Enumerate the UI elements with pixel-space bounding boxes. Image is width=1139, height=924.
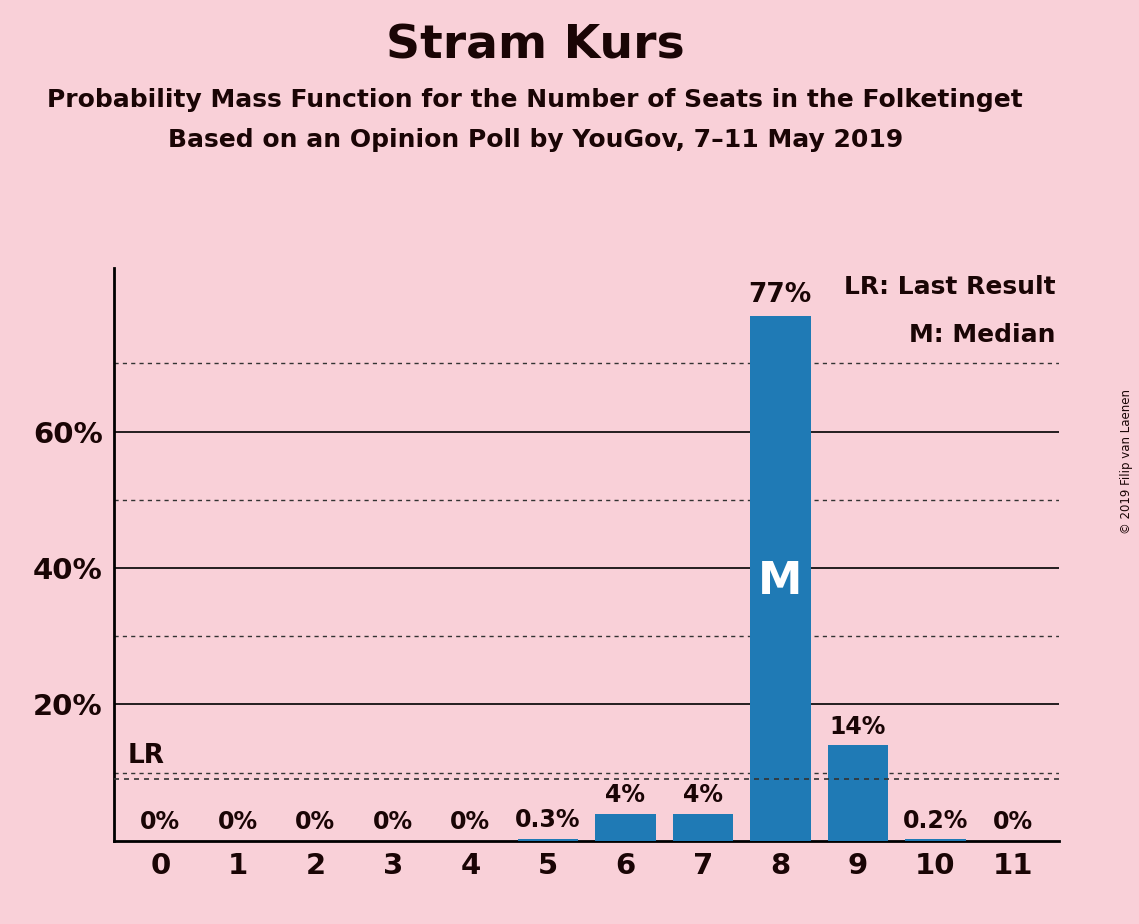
Bar bbox=[906, 840, 966, 841]
Text: 77%: 77% bbox=[748, 282, 812, 308]
Text: M: M bbox=[759, 560, 803, 603]
Bar bbox=[517, 839, 579, 841]
Text: 4%: 4% bbox=[605, 783, 646, 807]
Text: M: Median: M: Median bbox=[909, 322, 1056, 346]
Bar bbox=[595, 813, 656, 841]
Bar bbox=[673, 813, 734, 841]
Text: Probability Mass Function for the Number of Seats in the Folketinget: Probability Mass Function for the Number… bbox=[48, 88, 1023, 112]
Text: © 2019 Filip van Laenen: © 2019 Filip van Laenen bbox=[1121, 390, 1133, 534]
Text: 0%: 0% bbox=[218, 810, 257, 834]
Text: 0%: 0% bbox=[372, 810, 413, 834]
Text: 0%: 0% bbox=[140, 810, 180, 834]
Text: 0.3%: 0.3% bbox=[515, 808, 581, 832]
Text: LR: Last Result: LR: Last Result bbox=[844, 274, 1056, 298]
Text: Stram Kurs: Stram Kurs bbox=[386, 23, 685, 68]
Text: 0%: 0% bbox=[450, 810, 491, 834]
Text: 4%: 4% bbox=[682, 783, 723, 807]
Bar bbox=[828, 746, 888, 841]
Bar bbox=[751, 316, 811, 841]
Text: 14%: 14% bbox=[829, 714, 886, 738]
Text: 0%: 0% bbox=[295, 810, 335, 834]
Text: 0%: 0% bbox=[993, 810, 1033, 834]
Text: LR: LR bbox=[128, 743, 165, 769]
Text: 0.2%: 0.2% bbox=[902, 808, 968, 833]
Text: Based on an Opinion Poll by YouGov, 7–11 May 2019: Based on an Opinion Poll by YouGov, 7–11… bbox=[167, 128, 903, 152]
